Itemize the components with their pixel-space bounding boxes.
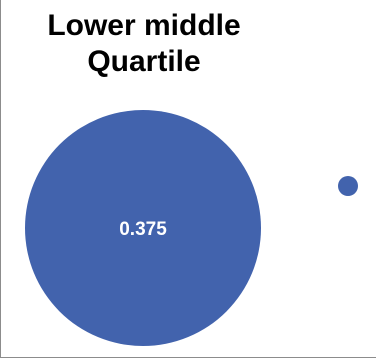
bubble-1 xyxy=(25,110,261,346)
bubble-2 xyxy=(338,176,358,196)
bubble-1-label: 0.375 xyxy=(119,219,167,240)
chart-title: Lower middle Quartile xyxy=(0,8,288,80)
chart-title-line-2: Quartile xyxy=(87,45,201,78)
chart-title-line-1: Lower middle xyxy=(47,9,241,42)
